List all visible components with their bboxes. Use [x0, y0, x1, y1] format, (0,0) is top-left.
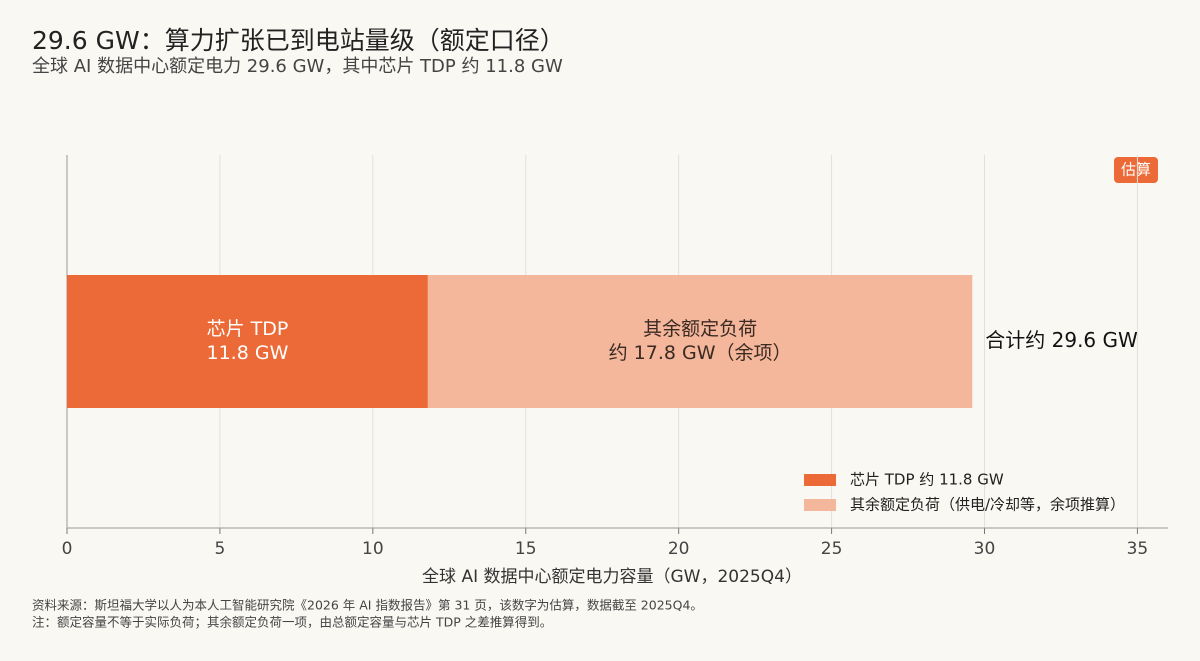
bar-segment	[427, 275, 973, 408]
source-note: 注：额定容量不等于实际负荷；其余额定负荷一项，由总额定容量与芯片 TDP 之差推…	[32, 615, 552, 630]
x-tick-label: 15	[515, 539, 537, 559]
value-label: 11.8 GW	[207, 342, 289, 364]
x-tick-label: 5	[215, 539, 226, 559]
badge-bg	[1114, 157, 1158, 183]
chart-title: 29.6 GW：算力扩张已到电站量级（额定口径）	[32, 26, 565, 55]
value-label: 约 17.8 GW（余项）	[609, 342, 792, 364]
segment-label: 其余额定负荷	[643, 318, 757, 340]
x-tick-label: 25	[821, 539, 843, 559]
x-tick-label: 20	[668, 539, 690, 559]
chart-subtitle: 全球 AI 数据中心额定电力 29.6 GW，其中芯片 TDP 约 11.8 G…	[32, 56, 563, 77]
legend-swatch	[804, 474, 836, 486]
badge: 估算	[1121, 161, 1151, 179]
x-tick-label: 0	[62, 539, 73, 559]
legend-label: 芯片 TDP 约 11.8 GW	[850, 471, 1004, 489]
x-axis-label: 全球 AI 数据中心额定电力容量（GW，2025Q4）	[422, 567, 802, 587]
legend-swatch	[804, 499, 836, 511]
total-annotation: 合计约 29.6 GW	[985, 328, 1138, 352]
source-note: 资料来源：斯坦福大学以人为本人工智能研究院《2026 年 AI 指数报告》第 3…	[32, 598, 703, 613]
x-tick-label: 10	[362, 539, 384, 559]
legend-label: 其余额定负荷（供电/冷却等，余项推算）	[850, 496, 1125, 514]
bar-segment	[67, 275, 428, 408]
x-tick-label: 30	[974, 539, 996, 559]
segment-label: 芯片 TDP	[207, 318, 289, 340]
x-tick-label: 35	[1127, 539, 1149, 559]
